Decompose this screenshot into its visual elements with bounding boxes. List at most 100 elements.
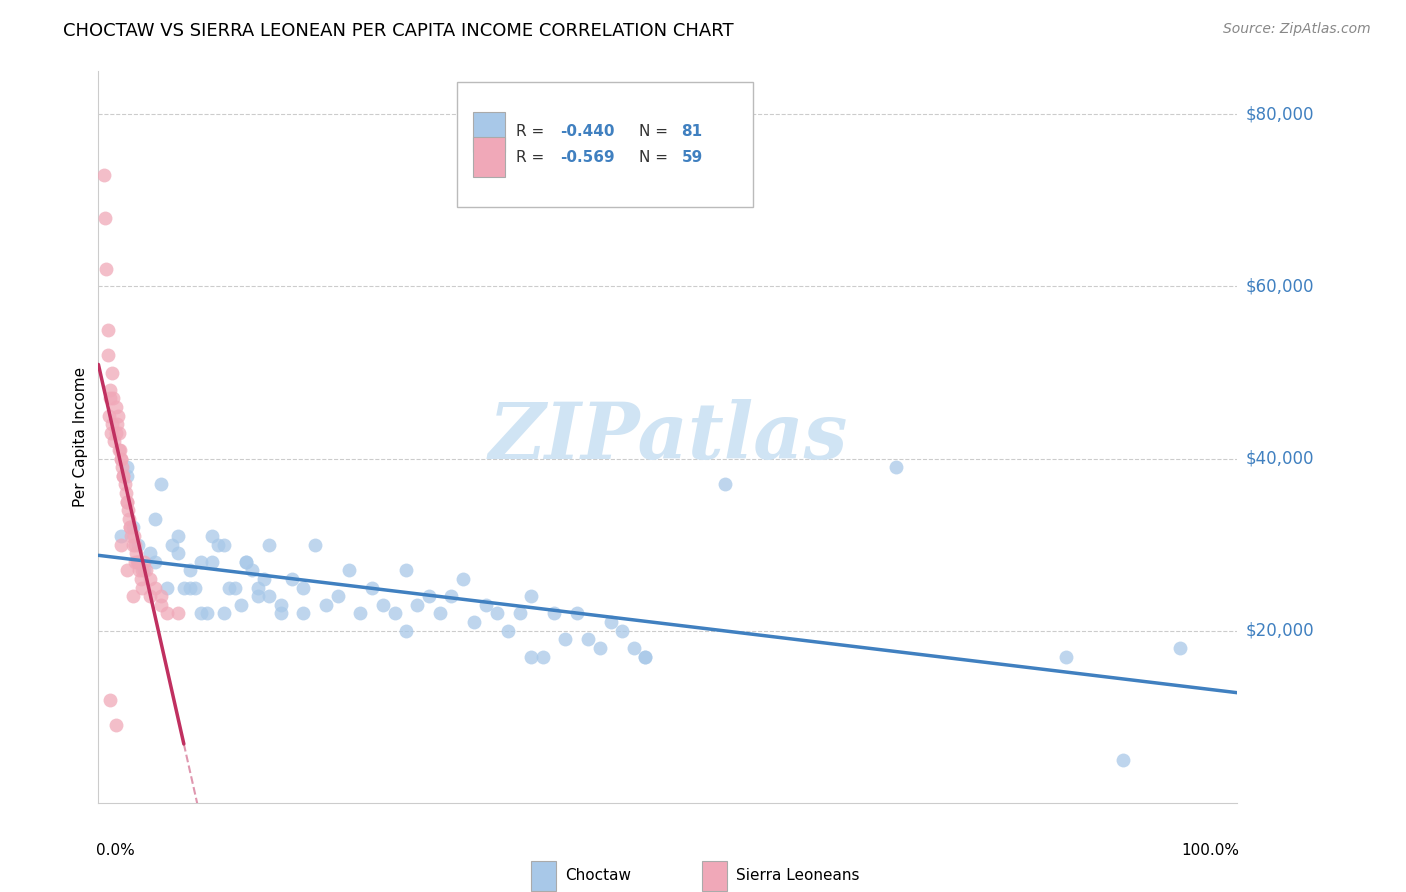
Point: [474, 598, 496, 612]
Text: Source: ZipAtlas.com: Source: ZipAtlas.com: [1223, 22, 1371, 37]
Point: [576, 632, 599, 647]
Point: [179, 564, 201, 578]
Text: ZIPatlas: ZIPatlas: [488, 399, 848, 475]
Point: [486, 607, 509, 621]
Point: [114, 486, 136, 500]
Point: [120, 529, 142, 543]
Point: [121, 589, 143, 603]
Point: [554, 632, 576, 647]
Point: [201, 555, 224, 569]
Point: [115, 494, 138, 508]
Point: [190, 607, 212, 621]
Text: Choctaw: Choctaw: [565, 869, 631, 883]
Point: [167, 529, 190, 543]
Point: [145, 512, 167, 526]
Point: [281, 572, 304, 586]
Point: [127, 555, 149, 569]
Point: [103, 392, 125, 406]
Point: [252, 572, 274, 586]
Point: [128, 564, 150, 578]
Point: [384, 607, 406, 621]
Text: 100.0%: 100.0%: [1181, 843, 1240, 858]
Point: [132, 555, 155, 569]
FancyBboxPatch shape: [457, 82, 754, 207]
Point: [520, 649, 543, 664]
Point: [93, 168, 115, 182]
Point: [179, 581, 201, 595]
Point: [97, 409, 120, 423]
Bar: [472, 112, 505, 152]
Text: $80,000: $80,000: [1246, 105, 1315, 123]
Point: [120, 520, 142, 534]
Point: [127, 555, 149, 569]
Text: N =: N =: [640, 124, 673, 139]
Point: [131, 564, 153, 578]
Point: [145, 581, 167, 595]
Point: [1170, 640, 1192, 655]
Point: [115, 494, 138, 508]
Point: [1054, 649, 1078, 664]
Point: [132, 564, 155, 578]
Text: R =: R =: [516, 124, 550, 139]
Point: [520, 589, 543, 603]
Point: [96, 348, 118, 362]
Point: [131, 581, 153, 595]
Point: [565, 607, 588, 621]
Text: 59: 59: [682, 150, 703, 165]
Text: 81: 81: [682, 124, 703, 139]
Point: [270, 607, 292, 621]
Point: [451, 572, 474, 586]
Point: [240, 564, 263, 578]
Point: [124, 555, 146, 569]
Point: [229, 598, 252, 612]
Point: [167, 607, 190, 621]
Point: [371, 598, 394, 612]
Text: -0.440: -0.440: [560, 124, 614, 139]
Point: [1112, 753, 1135, 767]
Point: [150, 589, 173, 603]
Point: [360, 581, 382, 595]
Point: [104, 400, 127, 414]
Point: [110, 529, 132, 543]
Point: [634, 649, 657, 664]
Point: [623, 640, 645, 655]
Point: [349, 607, 371, 621]
Point: [94, 211, 117, 225]
Point: [115, 460, 138, 475]
Text: $20,000: $20,000: [1246, 622, 1315, 640]
Point: [418, 589, 440, 603]
Point: [212, 607, 235, 621]
Point: [162, 538, 184, 552]
Point: [138, 546, 160, 560]
Point: [600, 615, 623, 629]
Point: [190, 555, 212, 569]
Point: [120, 520, 142, 534]
Point: [138, 572, 160, 586]
Y-axis label: Per Capita Income: Per Capita Income: [73, 367, 89, 508]
Point: [105, 417, 128, 432]
Point: [212, 538, 235, 552]
Text: -0.569: -0.569: [560, 150, 614, 165]
Point: [326, 589, 349, 603]
Point: [395, 624, 418, 638]
Point: [195, 607, 218, 621]
Point: [509, 607, 531, 621]
Point: [612, 624, 634, 638]
Point: [110, 451, 132, 466]
Text: CHOCTAW VS SIERRA LEONEAN PER CAPITA INCOME CORRELATION CHART: CHOCTAW VS SIERRA LEONEAN PER CAPITA INC…: [63, 22, 734, 40]
Point: [429, 607, 451, 621]
Point: [207, 538, 229, 552]
Point: [129, 572, 152, 586]
Point: [110, 538, 132, 552]
Point: [104, 425, 127, 440]
Point: [173, 581, 195, 595]
Point: [150, 598, 173, 612]
Point: [118, 512, 141, 526]
Point: [135, 564, 157, 578]
Point: [112, 468, 135, 483]
Point: [112, 468, 135, 483]
Point: [107, 409, 129, 423]
Point: [235, 555, 257, 569]
Bar: [702, 862, 727, 890]
Point: [103, 434, 125, 449]
